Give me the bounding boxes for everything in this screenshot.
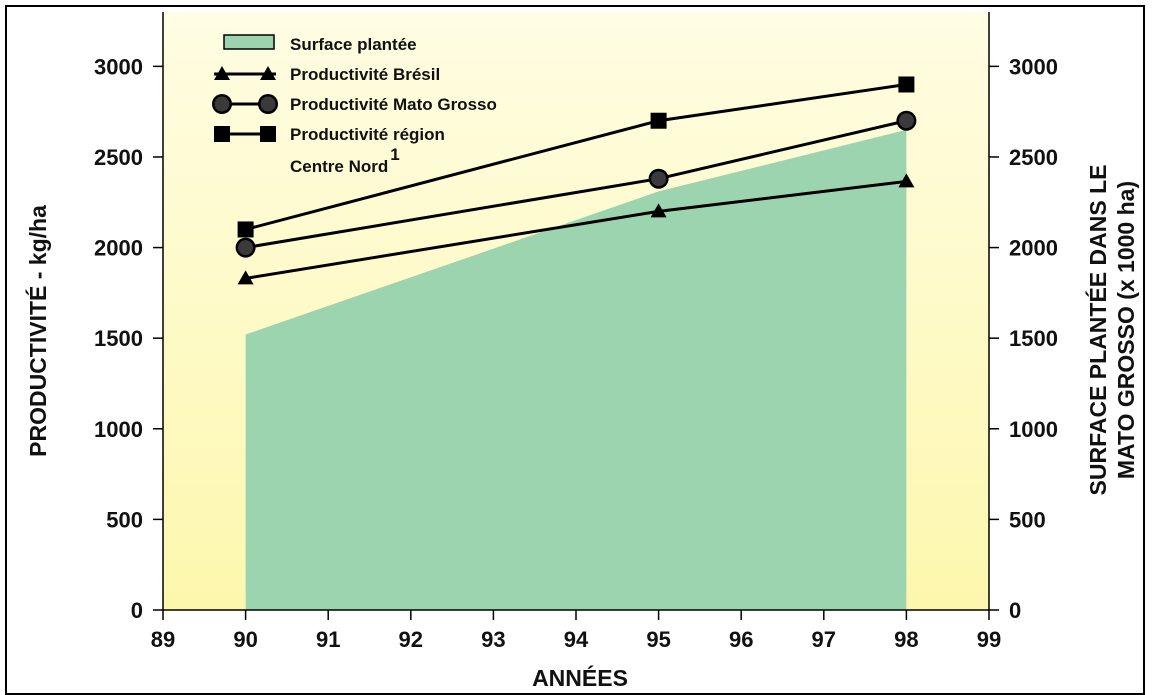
y-axis-title-right-line2: MATO GROSSO (x 1000 ha)	[1113, 181, 1139, 479]
legend-label-area: Surface plantée	[290, 35, 417, 54]
series-triangle	[237, 173, 915, 285]
y-tick-label-right: 2500	[1009, 145, 1058, 170]
legend-label: Productivité Brésil	[290, 65, 440, 84]
area-layer	[245, 129, 907, 610]
y-axis-title-right-line1: SURFACE PLANTÉE DANS LE	[1084, 165, 1111, 496]
circle-marker-inner	[651, 171, 667, 187]
y-tick-label-left: 2000	[94, 236, 143, 261]
series-layer	[235, 76, 917, 285]
x-tick-label: 95	[646, 627, 670, 652]
x-axis-title: ANNÉES	[532, 664, 628, 688]
triangle-marker	[260, 66, 276, 80]
circle-marker-inner	[260, 96, 276, 112]
legend-label-line2: Centre Nord	[290, 157, 388, 176]
x-tick-label: 94	[564, 627, 589, 652]
square-marker	[237, 221, 254, 238]
y-tick-label-left: 1000	[94, 417, 143, 442]
y-tick-label-right: 0	[1009, 598, 1021, 623]
axes-layer: 0 0 500 500 1000 1000 1500 1500 2000 2000 2500 2500…	[94, 12, 1058, 652]
x-tick-label: 92	[399, 627, 423, 652]
x-tick-label: 91	[316, 627, 340, 652]
legend: Surface plantée Productivité Brésil Produc…	[212, 34, 497, 176]
x-tick-label: 98	[894, 627, 918, 652]
y-tick-label-right: 1500	[1009, 326, 1058, 351]
legend-label: Productivité Mato Grosso	[290, 95, 497, 114]
y-tick-label-left: 2500	[94, 145, 143, 170]
triangle-marker	[898, 173, 915, 188]
legend-label: Productivité région	[290, 125, 445, 144]
x-tick-label: 93	[481, 627, 505, 652]
circle-marker-inner	[238, 240, 254, 256]
square-marker	[898, 76, 915, 93]
x-tick-label: 89	[151, 627, 175, 652]
y-tick-label-right: 500	[1009, 507, 1046, 532]
x-tick-label: 90	[233, 627, 257, 652]
triangle-marker	[650, 203, 667, 218]
circle-marker-inner	[214, 96, 230, 112]
circle-marker-inner	[898, 113, 914, 129]
y-tick-label-left: 3000	[94, 54, 143, 79]
y-tick-label-right: 1000	[1009, 417, 1058, 442]
x-tick-label: 99	[977, 627, 1001, 652]
series-square	[237, 76, 915, 238]
x-tick-label: 97	[812, 627, 836, 652]
series-circle	[235, 110, 917, 258]
triangle-marker	[214, 66, 230, 80]
square-marker	[214, 126, 230, 142]
y-tick-label-right: 3000	[1009, 54, 1058, 79]
triangle-marker	[237, 270, 254, 285]
square-marker	[650, 112, 667, 129]
y-tick-label-right: 2000	[1009, 236, 1058, 261]
square-marker	[260, 126, 276, 142]
x-tick-label: 96	[729, 627, 753, 652]
area-surface-plantee	[245, 129, 907, 610]
y-tick-label-left: 1500	[94, 326, 143, 351]
legend-swatch-area	[223, 34, 275, 50]
y-axis-title-left: PRODUCTIVITÉ - kg/ha	[24, 205, 51, 457]
y-tick-label-left: 500	[106, 507, 143, 532]
legend-superscript: 1	[390, 145, 399, 164]
y-tick-label-left: 0	[131, 598, 143, 623]
